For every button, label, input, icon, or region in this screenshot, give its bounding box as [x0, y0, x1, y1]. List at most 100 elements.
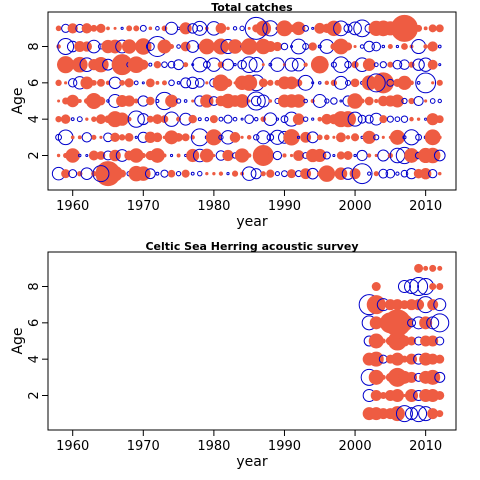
residual-negative-bubble: [405, 407, 419, 421]
residual-positive-bubble: [55, 79, 62, 87]
residual-negative-bubble: [186, 40, 200, 53]
residual-positive-bubble: [99, 135, 103, 139]
residual-positive-bubble: [180, 41, 191, 52]
residual-negative-bubble: [311, 117, 315, 121]
residual-positive-bubble: [81, 23, 92, 34]
residual-negative-bubble: [416, 80, 421, 85]
residual-positive-bubble: [191, 99, 195, 103]
residual-positive-bubble: [90, 24, 98, 32]
residual-negative-bubble: [144, 168, 156, 180]
y-tick-label: 8: [27, 282, 42, 290]
x-tick-label: 1960: [56, 439, 89, 454]
residual-positive-bubble: [427, 299, 439, 311]
residual-positive-bubble: [218, 171, 224, 176]
y-tick-label: 2: [27, 151, 42, 159]
residual-negative-bubble: [186, 76, 199, 90]
residual-positive-bubble: [110, 132, 120, 143]
residual-positive-bubble: [313, 148, 327, 163]
residual-negative-bubble: [296, 135, 301, 139]
residual-positive-bubble: [226, 26, 230, 31]
residual-positive-bubble: [176, 153, 181, 158]
residual-positive-bubble: [223, 78, 233, 88]
residual-negative-bubble: [134, 135, 138, 139]
residual-negative-bubble: [367, 171, 372, 176]
residual-positive-bubble: [119, 79, 125, 86]
residual-negative-bubble: [353, 153, 357, 158]
residual-negative-bubble: [202, 60, 211, 69]
residual-positive-bubble: [162, 153, 167, 158]
residual-positive-bubble: [96, 96, 106, 106]
residual-negative-bubble: [297, 74, 314, 91]
residual-negative-bubble: [175, 98, 182, 104]
residual-positive-bubble: [246, 153, 252, 158]
residual-negative-bubble: [379, 61, 387, 69]
residual-negative-bubble: [270, 57, 285, 72]
bubble-series: [51, 14, 446, 187]
residual-positive-bubble: [188, 114, 197, 124]
residual-positive-bubble: [161, 80, 167, 86]
residual-negative-bubble: [400, 169, 409, 178]
residual-negative-bubble: [190, 171, 195, 176]
residual-negative-bubble: [415, 133, 423, 141]
residual-positive-bubble: [91, 170, 97, 177]
residual-positive-bubble: [77, 98, 82, 104]
residual-negative-bubble: [78, 153, 82, 158]
x-tick-label: 1980: [197, 199, 230, 214]
residual-positive-bubble: [167, 169, 176, 178]
residual-positive-bubble: [362, 130, 376, 144]
residual-negative-bubble: [413, 95, 424, 107]
residual-negative-bubble: [348, 21, 362, 36]
residual-positive-bubble: [70, 135, 75, 140]
residual-positive-bubble: [260, 171, 266, 177]
residual-positive-bubble: [291, 21, 306, 36]
residual-positive-bubble: [409, 116, 414, 122]
residual-positive-bubble: [168, 43, 175, 50]
residual-negative-bubble: [232, 116, 238, 122]
residual-negative-bubble: [256, 130, 271, 145]
residual-positive-bubble: [287, 169, 297, 179]
residual-negative-bubble: [407, 318, 417, 328]
residual-negative-bubble: [108, 76, 122, 90]
x-tick-label: 1990: [268, 199, 301, 214]
x-tick-label: 1990: [268, 439, 301, 454]
residual-positive-bubble: [56, 153, 61, 158]
residual-negative-bubble: [386, 115, 394, 123]
chart-title: Celtic Sea Herring acoustic survey: [145, 240, 358, 253]
residual-positive-bubble: [435, 354, 445, 364]
residual-positive-bubble: [118, 134, 126, 141]
residual-positive-bubble: [61, 169, 71, 179]
residual-positive-bubble: [324, 62, 329, 67]
residual-positive-bubble: [343, 150, 353, 160]
residual-negative-bubble: [344, 60, 352, 69]
residual-positive-bubble: [155, 80, 160, 85]
residual-positive-bubble: [370, 389, 382, 401]
residual-positive-bubble: [308, 42, 317, 51]
y-tick-label: 2: [27, 391, 42, 399]
y-tick-label: 6: [27, 319, 42, 327]
residual-positive-bubble: [234, 148, 250, 163]
residual-positive-bubble: [371, 282, 381, 292]
residual-negative-bubble: [68, 169, 78, 179]
residual-positive-bubble: [374, 153, 378, 158]
residual-negative-bubble: [167, 60, 176, 69]
residual-negative-bubble: [241, 166, 257, 181]
residual-negative-bubble: [250, 95, 262, 107]
residual-positive-bubble: [292, 113, 305, 125]
residual-positive-bubble: [57, 99, 61, 103]
residual-negative-bubble: [176, 80, 181, 85]
residual-positive-bubble: [135, 38, 152, 55]
residual-negative-bubble: [366, 73, 386, 93]
residual-positive-bubble: [152, 114, 163, 125]
residual-negative-bubble: [248, 57, 264, 73]
residual-positive-bubble: [359, 98, 365, 104]
residual-negative-bubble: [364, 114, 374, 124]
residual-positive-bubble: [283, 129, 300, 146]
residual-negative-bubble: [395, 405, 413, 423]
residual-negative-bubble: [272, 150, 283, 161]
residual-negative-bubble: [240, 56, 258, 74]
plot-frame: [47, 11, 457, 191]
residual-positive-bubble: [303, 62, 308, 67]
residual-negative-bubble: [76, 116, 83, 123]
residual-positive-bubble: [334, 167, 348, 180]
residual-positive-bubble: [381, 135, 385, 139]
